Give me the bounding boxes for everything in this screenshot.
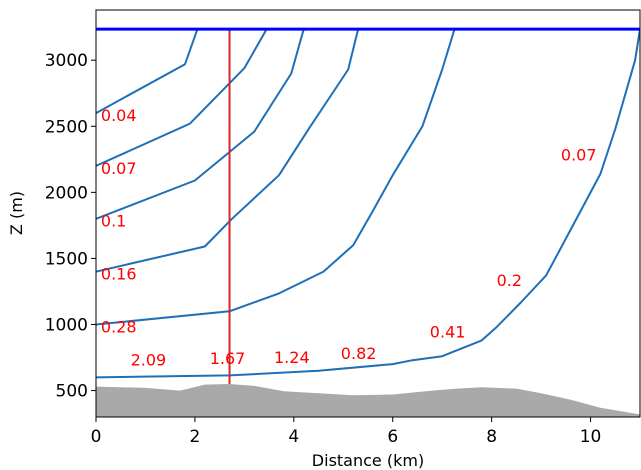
contour-label: 0.16 [101, 265, 137, 284]
contour-label: 0.07 [101, 159, 137, 178]
y-tick-label: 1500 [45, 249, 88, 269]
x-tick-label: 0 [91, 427, 102, 447]
contour-labels: 0.04 0.07 0.1 0.16 0.28 2.09 1.67 1.24 0.82 0.41 0… [101, 106, 597, 370]
contour-line-3 [96, 28, 305, 220]
contour-line-6 [96, 29, 640, 379]
axes: 0 2 4 6 8 10 500 1000 1500 2000 2500 3000 [45, 51, 602, 447]
x-tick-label: 4 [288, 427, 299, 447]
contour-label: 2.09 [131, 351, 167, 370]
contour-label: 0.07 [561, 146, 597, 165]
contour-line-1 [96, 28, 199, 114]
contour-label: 1.24 [274, 348, 310, 367]
x-axis-title: Distance (km) [312, 451, 424, 470]
contour-line-4 [96, 28, 360, 273]
y-tick-label: 2500 [45, 117, 88, 137]
contour-label: 0.1 [101, 212, 126, 231]
contour-label: 1.67 [210, 349, 246, 368]
x-tick-label: 8 [486, 427, 497, 447]
contour-label: 0.41 [430, 323, 466, 342]
contour-label: 0.28 [101, 317, 137, 336]
y-tick-label: 500 [56, 382, 88, 402]
terrain-fill [96, 384, 640, 417]
contour-line-5 [96, 28, 456, 326]
plot-area [96, 27, 640, 417]
plot-frame [95, 9, 641, 418]
x-tick-label: 6 [387, 427, 398, 447]
contour-label: 0.04 [101, 106, 137, 125]
y-tick-label: 3000 [45, 51, 88, 71]
contour-label: 0.82 [341, 344, 377, 363]
contour-line-2 [96, 28, 268, 167]
y-tick-label: 2000 [45, 183, 88, 203]
x-tick-label: 10 [580, 427, 602, 447]
y-axis-title: Z (m) [7, 191, 26, 235]
y-tick-label: 1000 [45, 316, 88, 336]
x-tick-label: 2 [189, 427, 200, 447]
contour-label: 0.2 [497, 271, 522, 290]
